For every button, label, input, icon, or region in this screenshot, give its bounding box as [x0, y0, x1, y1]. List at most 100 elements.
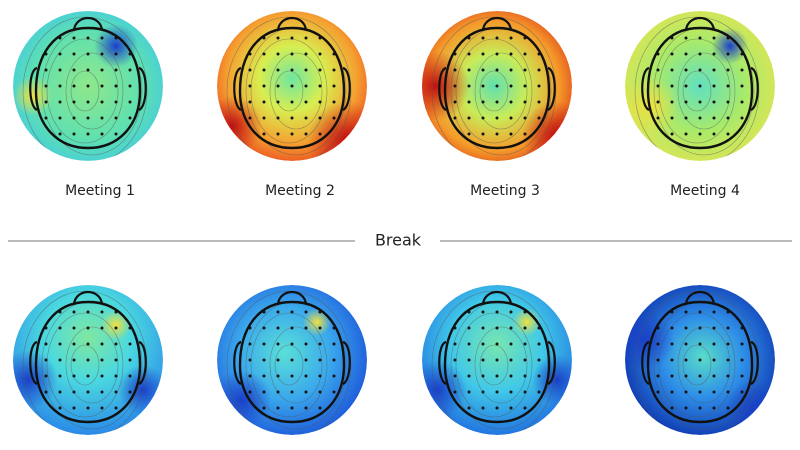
electrode — [481, 116, 485, 120]
electrode — [481, 100, 485, 104]
electrode — [332, 84, 336, 88]
electrode — [100, 52, 104, 56]
head-outline — [238, 26, 346, 150]
electrode — [86, 84, 90, 88]
electrode — [726, 358, 730, 362]
electrode — [276, 100, 280, 104]
contour — [269, 52, 323, 130]
electrode — [453, 116, 457, 120]
ear — [438, 66, 447, 112]
electrode — [276, 68, 280, 72]
electrode — [656, 390, 660, 394]
electrode — [481, 132, 485, 136]
electrode — [58, 358, 62, 362]
electrode — [262, 52, 266, 56]
electrode — [698, 84, 702, 88]
electrode — [726, 116, 730, 120]
electrode — [318, 406, 322, 410]
electrode — [114, 116, 118, 120]
electrode — [656, 100, 660, 104]
electrode — [86, 116, 90, 120]
electrode — [453, 374, 457, 378]
ear — [233, 340, 242, 386]
electrode — [453, 342, 457, 346]
electrode — [656, 52, 660, 56]
electrode — [684, 68, 688, 72]
electrode — [670, 406, 674, 410]
electrode — [332, 342, 336, 346]
electrode — [100, 342, 104, 346]
electrode — [86, 52, 90, 56]
electrode — [656, 68, 660, 72]
electrode — [58, 116, 62, 120]
electrode — [684, 406, 688, 410]
electrode — [276, 326, 280, 330]
divider-label: Break — [375, 231, 422, 250]
electrode — [740, 374, 744, 378]
electrode — [509, 132, 513, 136]
electrode — [523, 374, 527, 378]
electrode — [86, 406, 90, 410]
contour — [479, 70, 509, 112]
electrode — [537, 100, 541, 104]
electrode — [509, 84, 513, 88]
electrode — [698, 390, 702, 394]
electrode — [509, 116, 513, 120]
electrode — [114, 36, 118, 40]
electrode — [684, 132, 688, 136]
electrode — [495, 84, 499, 88]
electrode — [304, 326, 308, 330]
contour — [682, 70, 712, 112]
electrode — [86, 68, 90, 72]
electrode — [453, 326, 457, 330]
contour — [46, 312, 124, 418]
contour — [22, 16, 148, 161]
electrode — [290, 374, 294, 378]
electrode — [698, 326, 702, 330]
electrode — [537, 326, 541, 330]
electrode — [304, 132, 308, 136]
ear — [641, 340, 650, 386]
ear — [641, 66, 650, 112]
electrode — [114, 52, 118, 56]
electrode — [114, 358, 118, 362]
electrode — [44, 326, 48, 330]
electrode — [481, 68, 485, 72]
topomaps — [13, 11, 775, 435]
electrode — [58, 68, 62, 72]
electrode — [304, 36, 308, 40]
electrode — [128, 100, 132, 104]
electrode — [304, 374, 308, 378]
electrode — [481, 358, 485, 362]
electrode — [495, 132, 499, 136]
heat-spot — [217, 96, 262, 156]
electrode — [72, 374, 76, 378]
electrode — [72, 358, 76, 362]
electrode — [304, 358, 308, 362]
electrode — [670, 310, 674, 314]
electrode — [290, 100, 294, 104]
ear — [750, 66, 759, 112]
electrode — [100, 84, 104, 88]
electrode — [290, 406, 294, 410]
electrode — [304, 116, 308, 120]
electrode — [58, 100, 62, 104]
electrode — [537, 68, 541, 72]
electrode — [276, 374, 280, 378]
ear — [138, 340, 147, 386]
electrode — [684, 374, 688, 378]
electrode — [332, 68, 336, 72]
electrode — [128, 390, 132, 394]
contour — [479, 344, 509, 386]
electrode — [86, 326, 90, 330]
electrode — [523, 116, 527, 120]
electrode — [318, 390, 322, 394]
contour — [22, 290, 148, 435]
electrode — [670, 36, 674, 40]
heat-spot — [94, 24, 138, 68]
electrode — [262, 116, 266, 120]
electrode — [740, 358, 744, 362]
topomap — [13, 11, 163, 161]
electrode — [523, 84, 527, 88]
electrode — [44, 342, 48, 346]
